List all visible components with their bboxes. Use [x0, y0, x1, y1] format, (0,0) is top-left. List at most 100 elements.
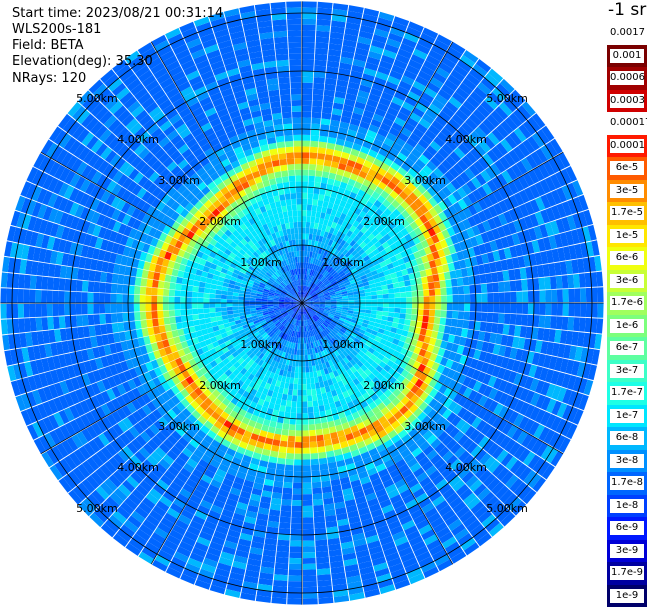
- ppi-gate: [270, 314, 277, 319]
- ppi-gate: [111, 242, 120, 254]
- ppi-gate: [222, 336, 230, 343]
- ppi-gate: [527, 303, 534, 315]
- ppi-gate: [287, 389, 293, 396]
- ppi-gate: [491, 128, 505, 142]
- ppi-gate: [302, 134, 311, 141]
- ppi-gate: [323, 291, 329, 295]
- ppi-gate: [320, 118, 331, 126]
- ppi-gate: [91, 489, 106, 504]
- ppi-gate: [326, 207, 333, 215]
- ppi-gate: [376, 102, 389, 112]
- ppi-gate: [19, 333, 27, 348]
- ppi-gate: [469, 429, 481, 442]
- ppi-gate: [393, 157, 404, 167]
- ppi-gate: [291, 511, 302, 518]
- ppi-gate: [429, 490, 442, 502]
- ppi-gate: [63, 240, 73, 254]
- ppi-gate: [307, 304, 313, 308]
- ppi-gate: [447, 546, 464, 559]
- ppi-gate: [290, 304, 297, 306]
- ppi-gate: [353, 106, 365, 116]
- ppi-gate: [413, 467, 425, 478]
- ppi-gate: [342, 303, 349, 306]
- ppi-gate: [315, 48, 328, 55]
- ppi-gate: [134, 312, 141, 321]
- ppi-gate: [318, 235, 324, 243]
- ppi-gate: [274, 427, 282, 435]
- ppi-gate: [574, 346, 583, 362]
- ppi-gate: [328, 131, 338, 139]
- ppi-gate: [298, 320, 301, 327]
- ppi-gate: [556, 203, 567, 218]
- ppi-gate: [278, 316, 284, 322]
- ppi-gate: [86, 425, 98, 439]
- ppi-gate: [310, 257, 314, 264]
- ppi-gate: [417, 233, 426, 243]
- ppi-gate: [108, 514, 124, 529]
- ppi-gate: [207, 416, 217, 425]
- ppi-gate: [330, 294, 336, 297]
- ppi-gate: [209, 307, 216, 313]
- ppi-gate: [504, 303, 511, 314]
- ppi-gate: [518, 175, 529, 190]
- ppi-gate: [336, 429, 345, 438]
- ppi-gate: [282, 493, 292, 500]
- ppi-gate: [203, 520, 217, 531]
- ppi-gate: [388, 562, 404, 573]
- ppi-gate: [456, 59, 472, 73]
- ppi-gate: [163, 310, 170, 318]
- ppi-gate: [487, 375, 497, 388]
- ppi-gate: [135, 434, 147, 447]
- ppi-gate: [385, 514, 399, 525]
- ppi-gate: [357, 90, 370, 99]
- ppi-gate: [386, 38, 401, 49]
- ppi-gate: [135, 528, 151, 542]
- ppi-gate: [312, 258, 317, 265]
- ppi-gate: [100, 239, 109, 251]
- ppi-gate: [209, 584, 226, 595]
- ppi-gate: [269, 331, 275, 338]
- ppi-gate: [395, 345, 403, 353]
- ppi-gate: [302, 256, 305, 263]
- ppi-gate: [302, 303, 307, 308]
- ppi-gate: [314, 321, 319, 328]
- ppi-gate: [27, 346, 36, 361]
- ppi-gate: [365, 173, 375, 183]
- ppi-gate: [328, 214, 335, 222]
- ppi-gate: [116, 528, 132, 543]
- ppi-gate: [252, 339, 259, 346]
- ppi-gate: [425, 486, 439, 498]
- ppi-gate: [214, 434, 224, 444]
- ppi-gate: [328, 467, 339, 475]
- ppi-gate: [361, 115, 373, 125]
- ppi-gate: [529, 339, 537, 352]
- ppi-gate: [529, 184, 541, 199]
- ppi-gate: [405, 313, 412, 320]
- ppi-gate: [307, 354, 312, 361]
- ppi-gate: [182, 568, 199, 580]
- ppi-gate: [270, 346, 276, 354]
- ppi-gate: [54, 461, 68, 477]
- ppi-gate: [446, 182, 457, 194]
- ppi-gate: [208, 393, 217, 403]
- ppi-gate: [318, 597, 334, 605]
- ppi-gate: [450, 252, 459, 262]
- ppi-gate: [585, 287, 592, 303]
- ppi-gate: [133, 303, 140, 312]
- ppi-gate: [73, 339, 81, 352]
- ppi-gate: [311, 269, 315, 276]
- ppi-gate: [493, 303, 500, 313]
- ppi-gate: [507, 221, 517, 235]
- ppi-gate: [330, 307, 337, 311]
- ppi-gate: [412, 127, 425, 139]
- ppi-gate: [200, 439, 211, 449]
- ppi-gate: [232, 306, 239, 311]
- ppi-gate: [483, 473, 496, 487]
- ppi-gate: [414, 397, 424, 408]
- ppi-gate: [486, 230, 495, 242]
- ppi-gate: [318, 591, 333, 599]
- ppi-gate: [382, 356, 390, 365]
- ppi-gate: [399, 43, 415, 54]
- ppi-gate: [347, 292, 354, 296]
- ppi-gate: [342, 242, 350, 249]
